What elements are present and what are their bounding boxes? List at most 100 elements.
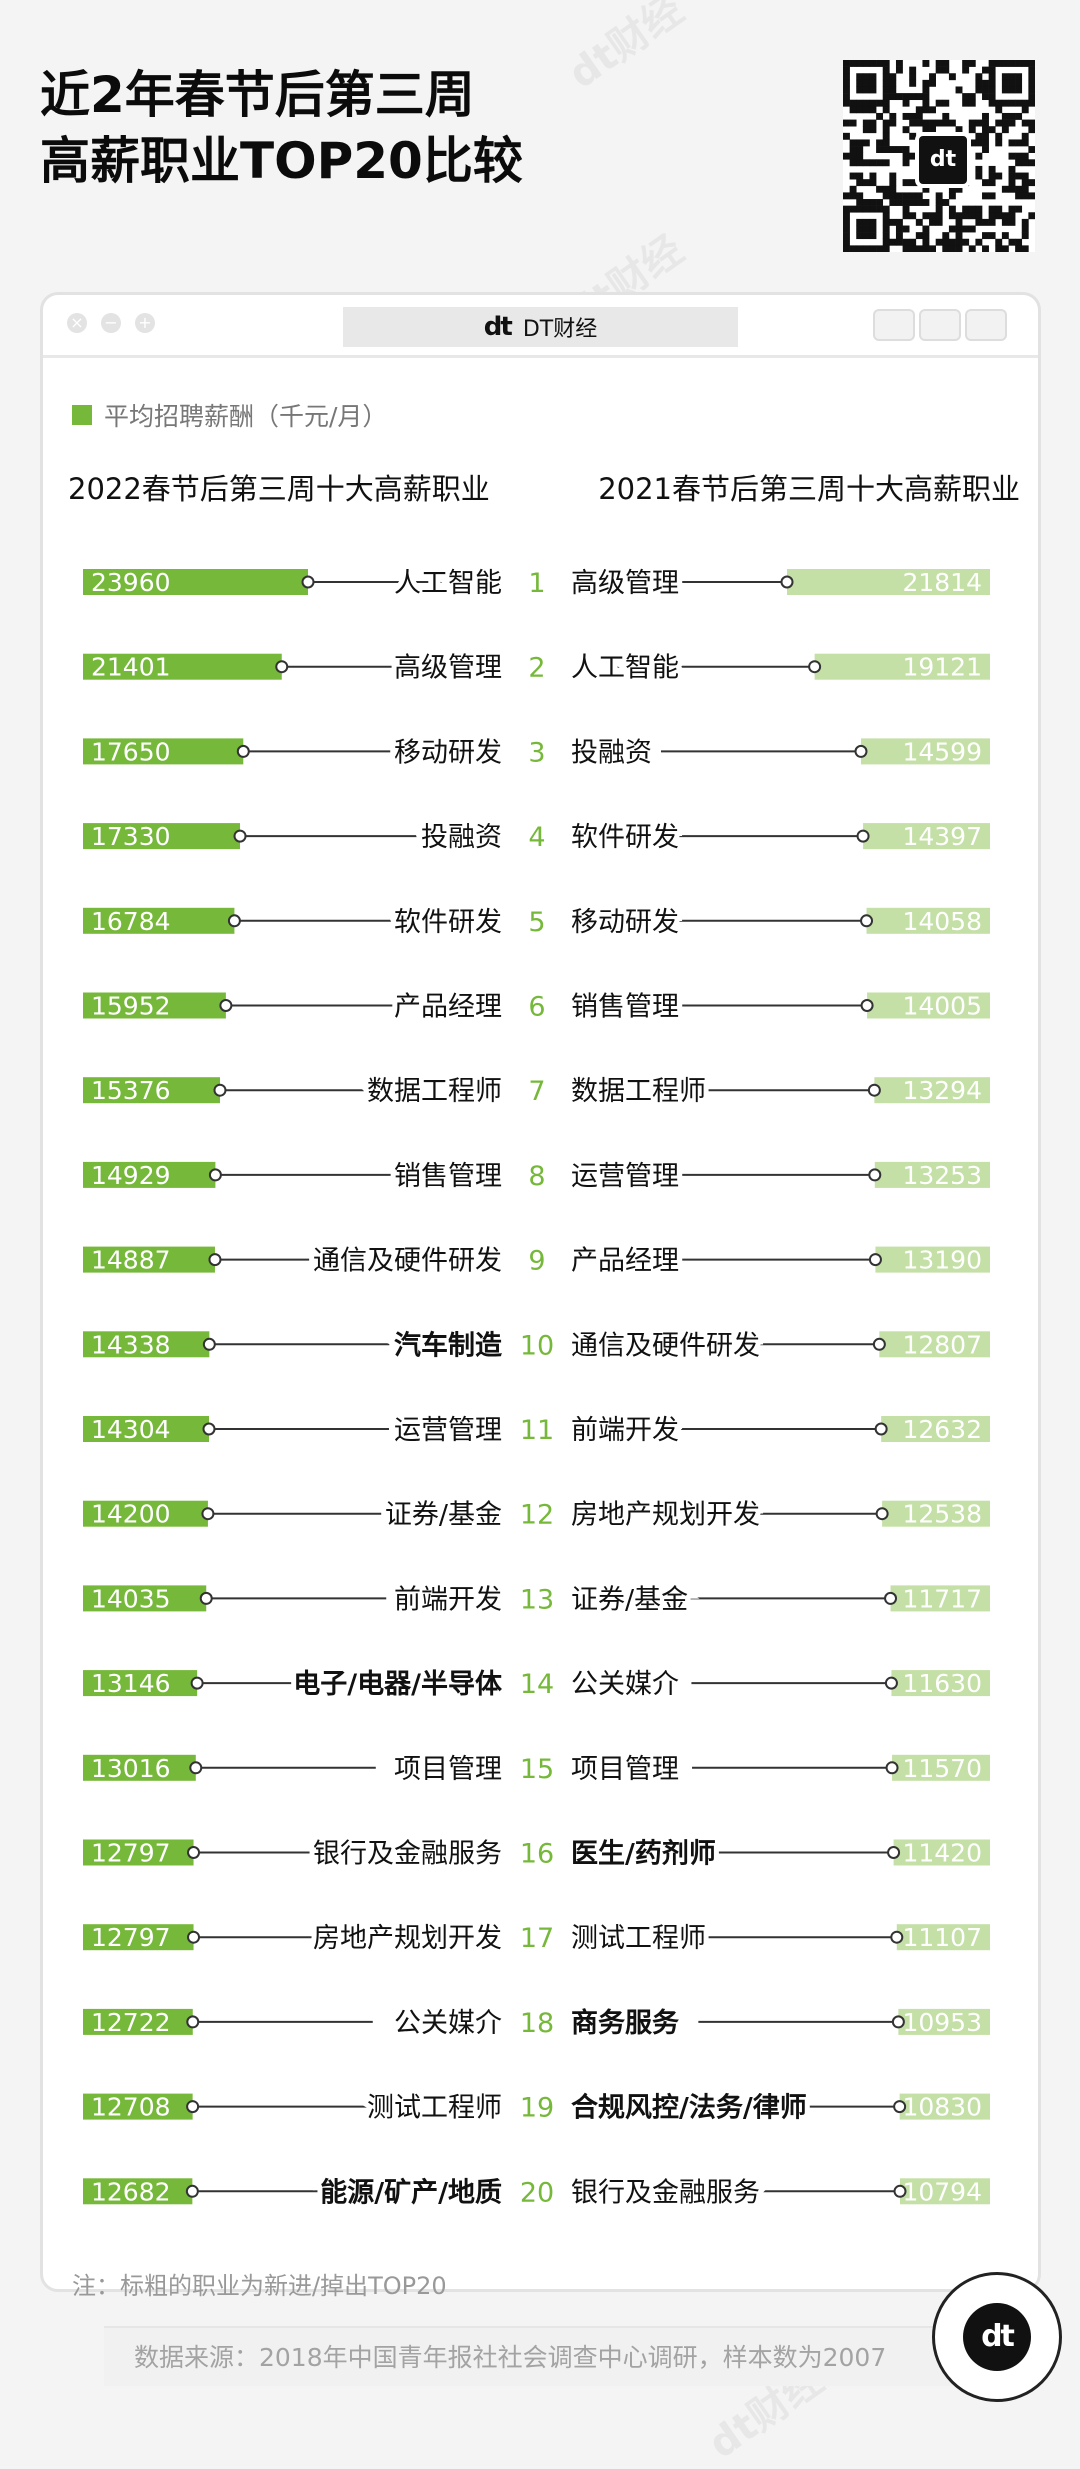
qr-module (889, 86, 897, 94)
qr-module (895, 199, 903, 206)
legend-swatch (72, 405, 92, 425)
title-line-1: 近2年春节后第三周 (40, 66, 475, 124)
brand-logo-icon: dt (483, 312, 513, 342)
qr-module (942, 238, 950, 246)
right-bar (875, 1246, 990, 1273)
right-bar (874, 1161, 990, 1188)
close-icon[interactable]: × (67, 313, 87, 333)
qr-module (962, 238, 970, 246)
qr-module (922, 79, 930, 87)
qr-module (922, 106, 930, 114)
qr-module (1015, 152, 1023, 160)
right-value-label: 14058 (902, 907, 982, 936)
qr-module (975, 139, 983, 147)
qr-module (902, 112, 910, 120)
qr-module (982, 179, 989, 187)
legend: 平均招聘薪酬（千元/月） (72, 398, 387, 432)
qr-module (955, 212, 963, 220)
qr-module (1008, 179, 1016, 187)
qr-module (882, 132, 890, 140)
qr-module (909, 152, 917, 160)
qr-module (1001, 86, 1009, 94)
qr-module (843, 66, 850, 74)
minimize-icon[interactable]: − (101, 313, 121, 333)
qr-module (995, 106, 1003, 114)
record-icon[interactable] (873, 309, 915, 341)
qr-module (922, 60, 930, 67)
qr-module (882, 79, 890, 87)
qr-module (988, 172, 996, 180)
qr-module (1021, 159, 1029, 167)
qr-module (909, 238, 917, 246)
qr-module (948, 192, 956, 200)
right-job-label: 测试工程师 (571, 1923, 706, 1954)
qr-module (1008, 86, 1016, 94)
qr-module (882, 126, 890, 134)
qr-module (922, 99, 930, 107)
right-endpoint (891, 2015, 905, 2029)
qr-module (1008, 238, 1016, 246)
qr-module (995, 245, 1003, 253)
left-value-label: 14304 (91, 1415, 171, 1444)
qr-module (968, 119, 976, 127)
qr-module (1021, 119, 1029, 127)
qr-module (843, 245, 850, 253)
qr-module (1028, 159, 1036, 167)
qr-module (929, 212, 936, 220)
dt-logo[interactable]: dt (932, 2272, 1062, 2402)
qr-module (1008, 218, 1016, 226)
right-endpoint (875, 1507, 889, 1521)
qr-module (915, 119, 923, 127)
qr-module (942, 119, 950, 127)
qr-module (849, 245, 857, 253)
qr-code[interactable]: dt (843, 60, 1036, 253)
qr-module (995, 212, 1003, 220)
left-endpoint (275, 660, 289, 674)
right-value-label: 13253 (902, 1161, 982, 1190)
qr-module (915, 232, 923, 240)
left-value-label: 15952 (91, 992, 171, 1021)
qr-module (909, 66, 917, 74)
qr-module (869, 60, 877, 67)
qr-module (995, 119, 1003, 127)
qr-module (982, 146, 989, 153)
qr-module (975, 212, 983, 220)
qr-module (1028, 73, 1036, 81)
qr-module (968, 60, 976, 67)
qr-module (968, 212, 976, 220)
qr-module (909, 79, 917, 87)
qr-module (882, 159, 890, 167)
qr-module (882, 139, 890, 147)
right-value-label: 11107 (902, 1923, 982, 1952)
qr-module (968, 225, 976, 233)
qr-module (1021, 232, 1029, 240)
qr-module (915, 106, 923, 114)
qr-module (856, 199, 864, 206)
qr-module (915, 199, 923, 206)
qr-module (962, 205, 970, 213)
maximize-icon[interactable]: + (135, 313, 155, 333)
qr-module (968, 245, 976, 253)
qr-module (915, 245, 923, 253)
qr-module (849, 152, 857, 160)
qr-module (843, 60, 850, 67)
qr-module (1021, 139, 1029, 147)
window-icon[interactable] (965, 309, 1007, 341)
qr-module (849, 159, 857, 167)
qr-module (889, 146, 897, 153)
qr-module (869, 106, 877, 114)
right-endpoint (780, 575, 794, 589)
qr-module (1008, 212, 1016, 220)
qr-module (862, 106, 870, 114)
qr-module (929, 119, 936, 127)
qr-module (982, 119, 989, 127)
qr-module (922, 93, 930, 101)
qr-module (1008, 112, 1016, 120)
qr-module (995, 132, 1003, 140)
right-endpoint (854, 744, 868, 758)
qr-module (922, 185, 930, 193)
qr-module (862, 119, 870, 127)
share-icon[interactable] (919, 309, 961, 341)
qr-module (856, 245, 864, 253)
qr-module (849, 146, 857, 153)
